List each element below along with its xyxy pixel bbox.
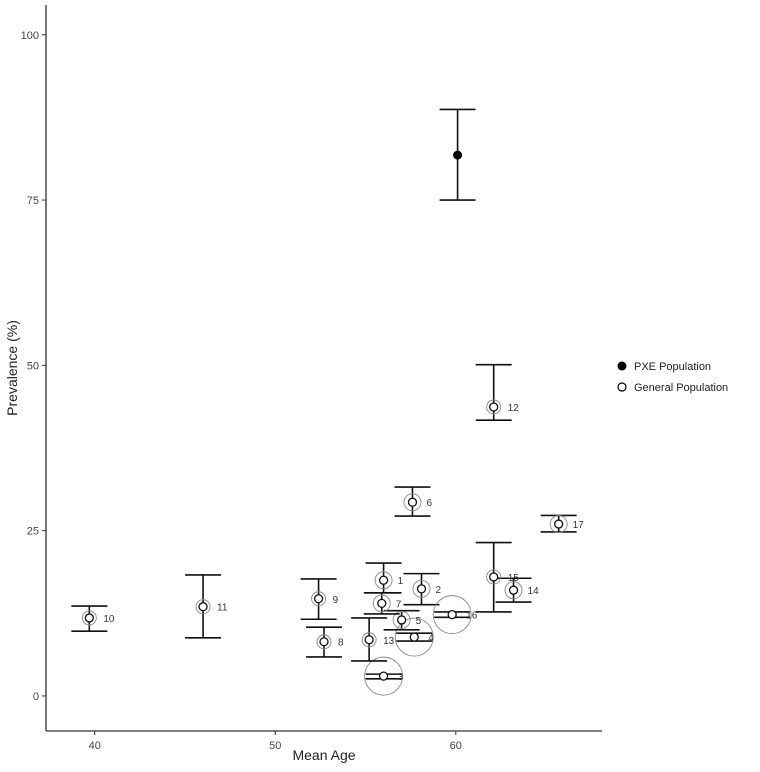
y-tick-label: 100 — [21, 30, 39, 42]
point-ring — [392, 610, 411, 629]
point-label: 8 — [338, 638, 344, 649]
point-ring — [432, 595, 472, 635]
point-ring — [412, 579, 431, 598]
point-ring — [504, 581, 523, 600]
y-axis-title: Prevalence (%) — [4, 320, 20, 416]
point-label: 5 — [416, 616, 422, 627]
general-point-5: 5 — [383, 609, 422, 631]
data-point — [319, 637, 329, 647]
general-point-9: 9 — [300, 578, 339, 621]
point-ring — [311, 591, 327, 607]
y-tick-label: 0 — [33, 691, 39, 703]
legend-general-marker — [617, 382, 627, 392]
data-point — [489, 572, 499, 582]
x-tick-label: 60 — [450, 740, 462, 752]
point-label: 15 — [508, 573, 520, 584]
x-tick-label: 40 — [89, 740, 101, 752]
x-tick-label: 50 — [269, 740, 281, 752]
general-point-13: 13 — [351, 617, 395, 662]
point-label: 3 — [398, 672, 404, 683]
point-label: 16 — [466, 611, 478, 622]
point-label: 11 — [217, 603, 228, 614]
y-tick-label: 75 — [27, 195, 39, 207]
point-label: 10 — [103, 614, 115, 625]
data-point — [554, 519, 564, 529]
data-point — [378, 575, 389, 585]
general-point-7: 7 — [363, 592, 402, 615]
data-point — [508, 585, 519, 595]
point-ring — [549, 515, 568, 533]
point-ring — [316, 634, 332, 650]
data-point — [453, 150, 463, 160]
point-ring — [364, 656, 404, 696]
data-point — [377, 598, 387, 609]
data-point — [416, 584, 427, 594]
point-label: 7 — [396, 599, 402, 610]
point-label: 9 — [333, 595, 339, 606]
point-ring — [394, 617, 434, 657]
general-point-3: 3 — [364, 656, 404, 696]
pxe-point — [439, 108, 476, 201]
point-label: 1 — [398, 576, 404, 587]
point-ring — [374, 571, 393, 590]
data-point — [409, 632, 419, 642]
legend: PXE Population General Population — [617, 361, 728, 394]
point-label: 13 — [383, 636, 395, 647]
general-point-8: 8 — [306, 626, 344, 658]
general-point-2: 2 — [403, 572, 441, 606]
legend-general-label: General Population — [634, 382, 728, 394]
general-point-4: 4 — [394, 617, 434, 657]
point-ring — [486, 569, 502, 585]
point-label: 14 — [528, 586, 540, 597]
point-ring — [195, 599, 211, 615]
general-point-11: 11 — [185, 574, 228, 639]
point-label: 17 — [573, 520, 585, 531]
y-tick-label: 50 — [27, 360, 39, 372]
legend-pxe-marker — [617, 361, 627, 371]
legend-pxe-label: PXE Population — [634, 361, 711, 373]
point-ring — [372, 594, 391, 613]
point-ring — [486, 399, 502, 415]
point-ring — [81, 610, 97, 626]
data-point — [489, 402, 499, 412]
data-point — [396, 615, 407, 625]
data-point — [378, 671, 389, 681]
data-point — [407, 497, 418, 507]
point-label: 6 — [426, 498, 432, 509]
general-point-6: 6 — [394, 486, 432, 517]
point-ring — [403, 493, 422, 512]
point-label: 12 — [508, 403, 520, 414]
general-point-15: 15 — [475, 541, 520, 613]
data-point — [313, 594, 324, 604]
x-axis-title: Mean Age — [292, 747, 355, 763]
data-point — [447, 609, 457, 620]
point-ring — [361, 632, 377, 648]
general-point-1: 1 — [365, 562, 404, 594]
general-point-17: 17 — [540, 514, 585, 533]
data-point — [364, 635, 374, 645]
data-point — [198, 602, 208, 612]
general-point-12: 12 — [475, 363, 520, 422]
y-tick-label: 25 — [27, 526, 39, 538]
data-point — [84, 613, 94, 623]
general-point-14: 14 — [495, 577, 540, 603]
point-label: 4 — [428, 633, 434, 644]
point-label: 2 — [435, 585, 441, 596]
general-point-10: 10 — [71, 605, 115, 632]
general-point-16: 16 — [432, 595, 478, 635]
